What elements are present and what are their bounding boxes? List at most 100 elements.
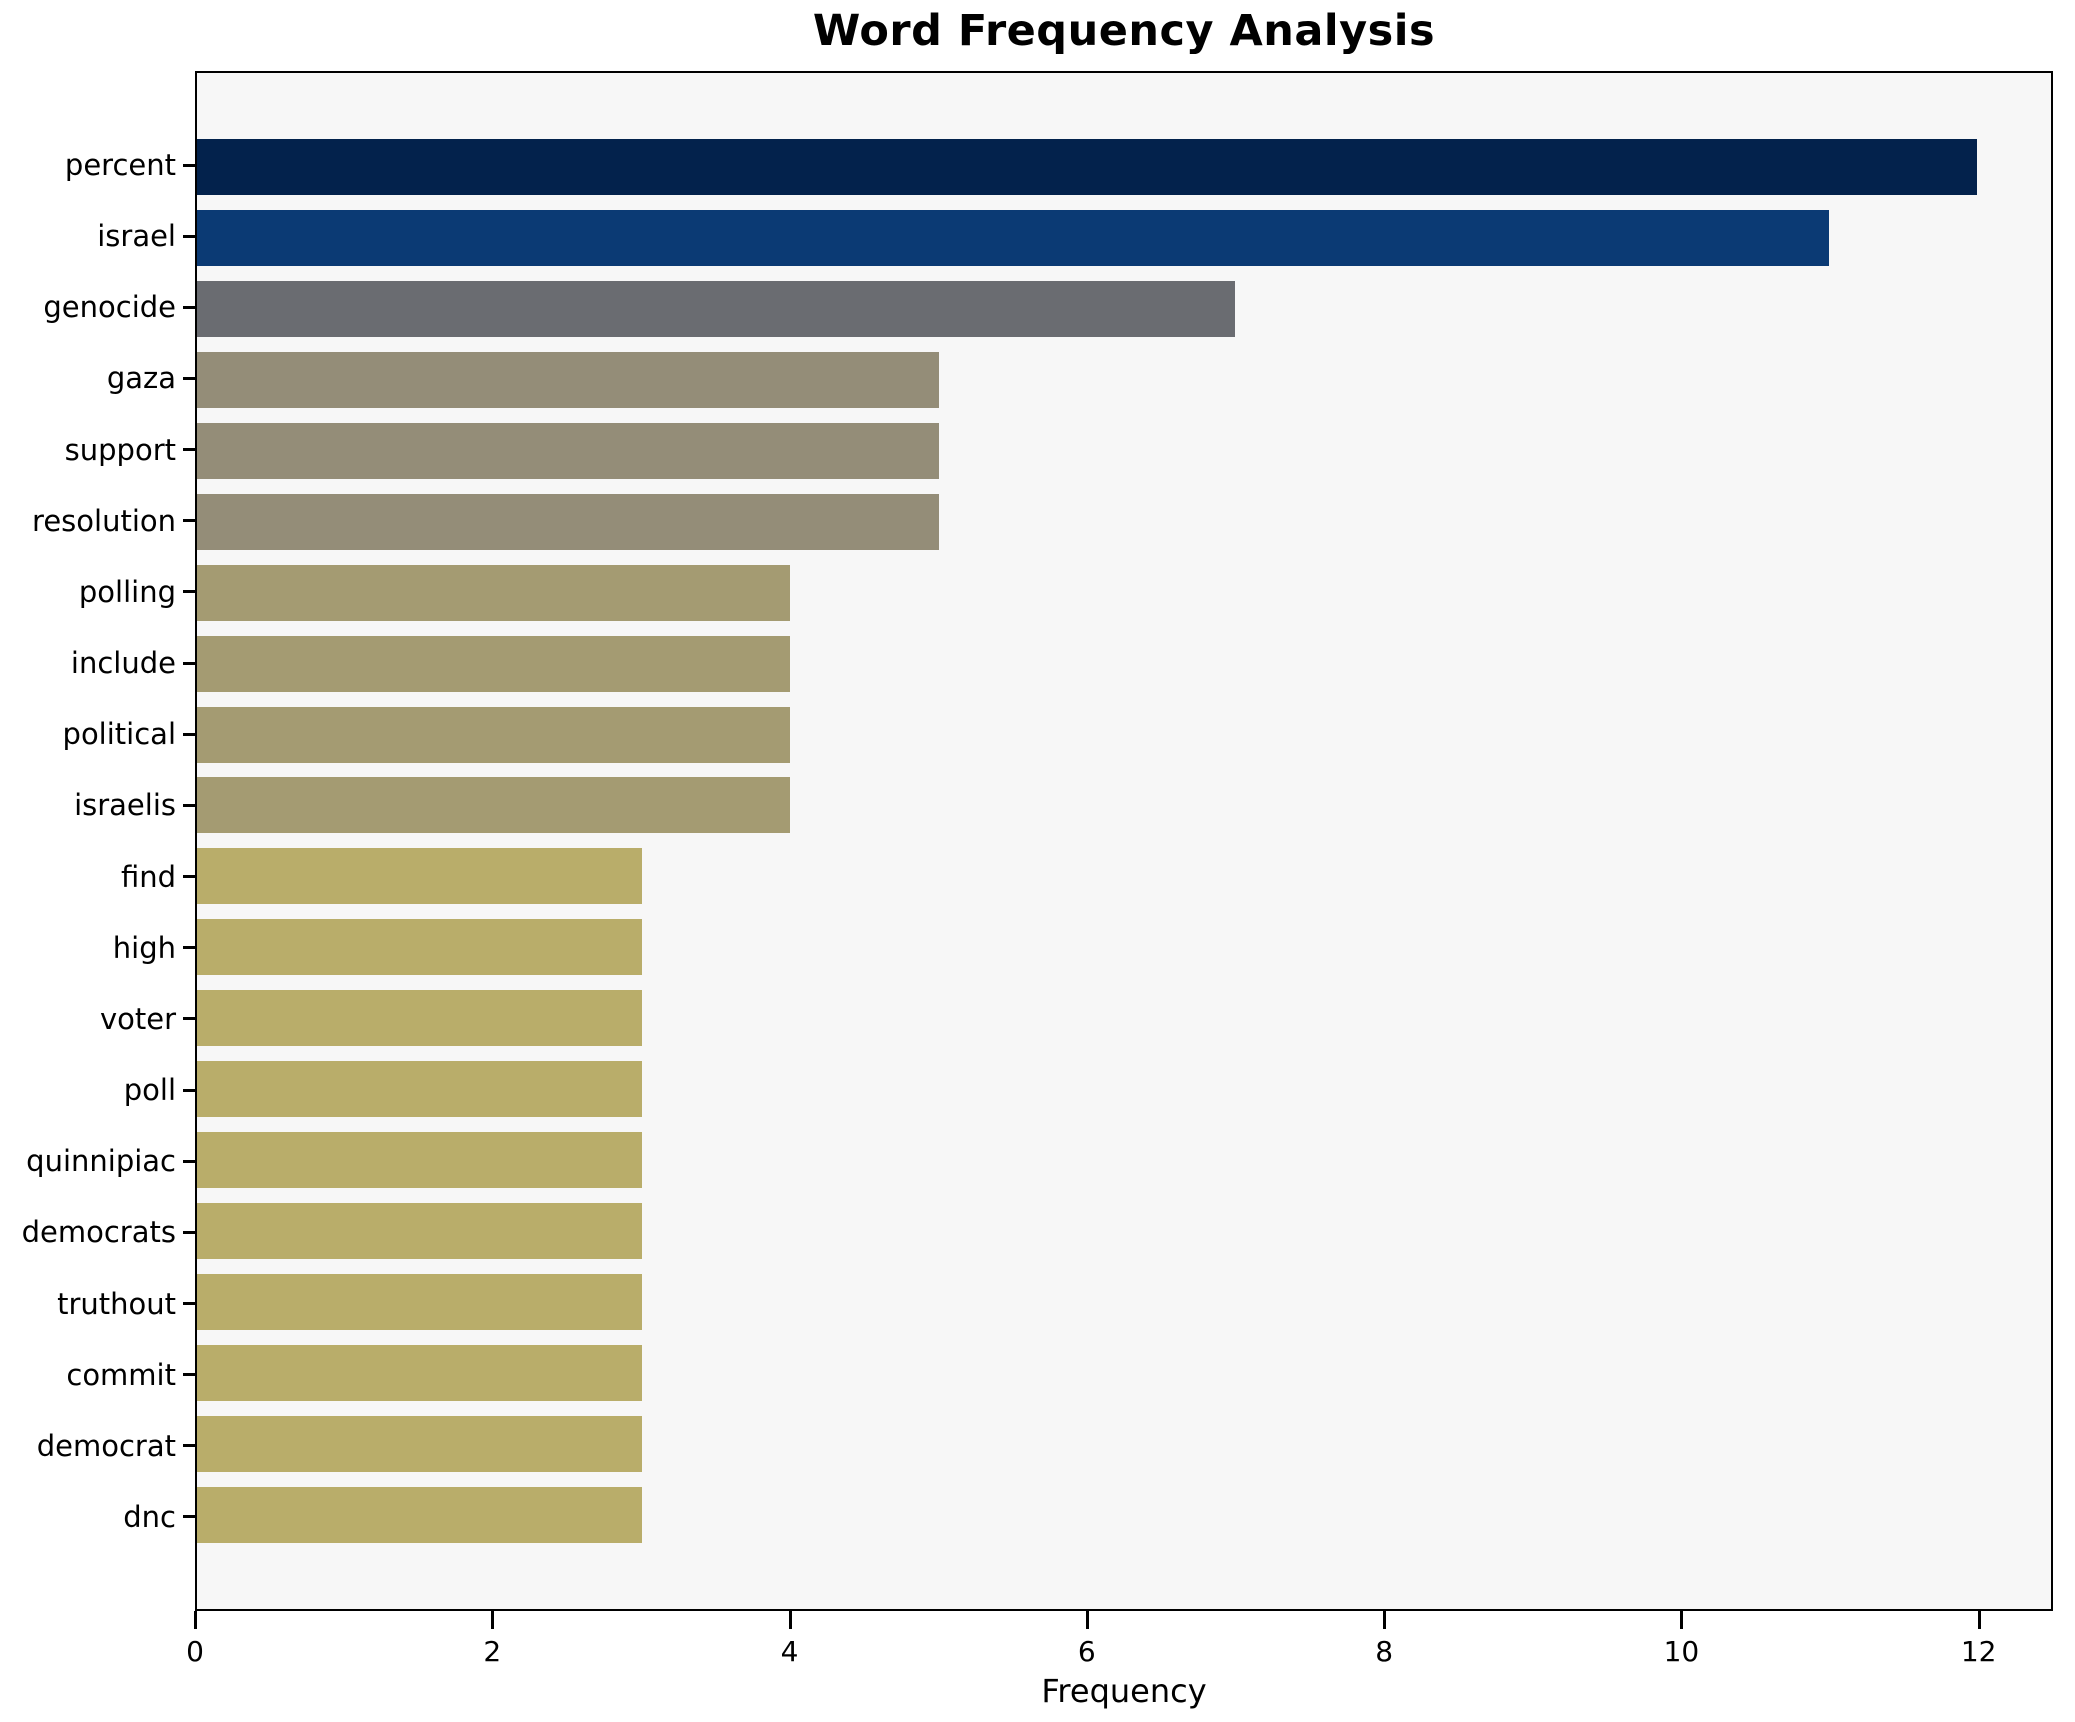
- y-tick-mark: [183, 1444, 195, 1448]
- bar-polling: [197, 564, 791, 621]
- y-label-row: commit: [0, 1347, 195, 1403]
- y-label-row: genocide: [0, 279, 195, 335]
- bar-commit: [197, 1344, 642, 1401]
- y-tick-label-support: support: [64, 432, 176, 467]
- bar-dnc: [197, 1486, 642, 1543]
- y-label-row: dnc: [0, 1489, 195, 1545]
- bar-row: [197, 493, 2051, 550]
- bar-genocide: [197, 280, 1236, 337]
- bar-row: [197, 1274, 2051, 1330]
- bar-row: [197, 1486, 2051, 1543]
- y-tick-mark: [183, 1088, 195, 1092]
- x-tick-label-10: 10: [1663, 1635, 1700, 1668]
- y-tick-mark: [183, 946, 195, 950]
- bar-resolution: [197, 493, 939, 550]
- y-axis-labels: percent israel genocide gaza support resoluti…: [0, 71, 195, 1611]
- y-label-row: resolution: [0, 493, 195, 549]
- x-tick-label-2: 2: [483, 1635, 502, 1668]
- y-label-row: find: [0, 849, 195, 905]
- bar-poll: [197, 1061, 642, 1118]
- y-tick-mark: [183, 1017, 195, 1021]
- y-label-row: israel: [0, 208, 195, 264]
- y-tick-label-gaza: gaza: [106, 361, 176, 396]
- y-label-row: gaza: [0, 350, 195, 406]
- y-label-row: democrats: [0, 1204, 195, 1260]
- y-tick-label-include: include: [70, 646, 176, 681]
- chart-title: Word Frequency Analysis: [812, 6, 1436, 56]
- y-label-row: political: [0, 706, 195, 762]
- y-tick-label-truthout: truthout: [57, 1286, 176, 1321]
- bar-israelis: [197, 777, 791, 834]
- y-tick-label-high: high: [112, 930, 176, 965]
- bar-truthout: [197, 1274, 642, 1330]
- x-tick-label-12: 12: [1960, 1635, 1997, 1668]
- y-tick-label-voter: voter: [99, 1001, 176, 1036]
- bar-row: [197, 422, 2051, 479]
- y-tick-mark: [183, 661, 195, 665]
- y-label-row: high: [0, 920, 195, 976]
- bar-quinnipiac: [197, 1132, 642, 1189]
- bar-row: [197, 919, 2051, 976]
- y-tick-mark: [183, 1515, 195, 1519]
- y-tick-label-democrats: democrats: [21, 1215, 176, 1250]
- y-tick-label-israel: israel: [97, 219, 176, 254]
- bar-democrat: [197, 1415, 642, 1472]
- bar-row: [197, 1415, 2051, 1472]
- x-tick-mark: [1383, 1611, 1387, 1629]
- bar-include: [197, 635, 791, 692]
- bar-row: [197, 564, 2051, 621]
- bar-row: [197, 990, 2051, 1047]
- x-tick-mark: [1085, 1611, 1089, 1629]
- y-tick-label-dnc: dnc: [123, 1499, 176, 1534]
- bar-support: [197, 422, 939, 479]
- y-tick-mark: [183, 234, 195, 238]
- y-tick-label-quinnipiac: quinnipiac: [26, 1144, 176, 1179]
- y-label-row: truthout: [0, 1276, 195, 1332]
- x-tick-label-4: 4: [780, 1635, 799, 1668]
- y-tick-mark: [183, 519, 195, 523]
- x-tick-label-6: 6: [1077, 1635, 1096, 1668]
- y-tick-mark: [183, 163, 195, 167]
- y-tick-label-polling: polling: [78, 574, 176, 609]
- x-axis: 0 2 4 6 8 10 12: [186, 1611, 2053, 1691]
- y-tick-mark: [183, 376, 195, 380]
- bar-row: [197, 635, 2051, 692]
- bar-row: [197, 1061, 2051, 1118]
- y-tick-label-democrat: democrat: [36, 1428, 176, 1463]
- y-tick-mark: [183, 448, 195, 452]
- y-tick-mark: [183, 1159, 195, 1163]
- bar-row: [197, 848, 2051, 905]
- x-tick-mark: [1680, 1611, 1684, 1629]
- bar-voter: [197, 990, 642, 1047]
- y-label-row: include: [0, 635, 195, 691]
- bar-high: [197, 919, 642, 976]
- bar-row: [197, 1132, 2051, 1189]
- bar-row: [197, 777, 2051, 834]
- y-tick-label-percent: percent: [64, 148, 176, 182]
- bar-find: [197, 848, 642, 905]
- bar-israel: [197, 209, 1829, 266]
- y-tick-mark: [183, 803, 195, 807]
- plot-area: [195, 71, 2053, 1611]
- bar-row: [197, 351, 2051, 408]
- y-label-row: polling: [0, 564, 195, 620]
- y-tick-label-genocide: genocide: [43, 290, 176, 325]
- x-tick-mark: [491, 1611, 495, 1629]
- y-label-row: support: [0, 422, 195, 478]
- y-tick-label-commit: commit: [66, 1357, 176, 1392]
- x-tick-mark: [194, 1611, 197, 1629]
- bar-row: [197, 1203, 2051, 1260]
- y-label-row: percent: [0, 137, 195, 193]
- y-tick-mark: [183, 1302, 195, 1305]
- x-tick-mark: [788, 1611, 792, 1629]
- bar-row: [197, 280, 2051, 337]
- x-tick-label-0: 0: [186, 1635, 204, 1668]
- bar-row: [197, 209, 2051, 266]
- y-tick-label-poll: poll: [123, 1073, 176, 1108]
- bar-gaza: [197, 351, 939, 408]
- y-label-row: quinnipiac: [0, 1133, 195, 1189]
- x-tick-mark: [1977, 1611, 1981, 1629]
- y-tick-mark: [183, 590, 195, 594]
- y-tick-mark: [183, 305, 195, 309]
